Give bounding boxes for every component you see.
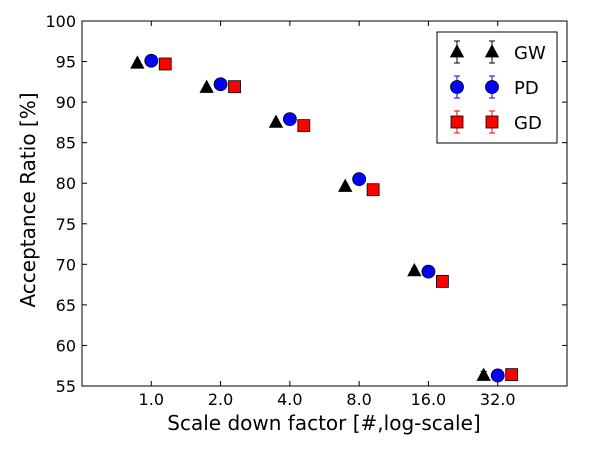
- data-point-gd: [366, 183, 380, 197]
- data-point-gw: [476, 367, 491, 381]
- data-point-gw: [199, 79, 214, 93]
- y-tick-label: 70: [56, 255, 76, 274]
- legend-marker-gd: [485, 115, 499, 129]
- data-point-gw: [130, 55, 145, 69]
- data-point-gw: [338, 178, 353, 192]
- data-point-pd: [282, 112, 297, 127]
- legend-marker-gd: [450, 115, 464, 129]
- series-gw: [130, 55, 491, 381]
- y-tick-label: 80: [56, 174, 76, 193]
- data-point-gd: [228, 80, 241, 94]
- legend-marker-pd: [485, 80, 499, 94]
- x-tick-label: 4.0: [277, 390, 302, 409]
- y-tick-label: 75: [56, 215, 76, 234]
- data-point-gd: [158, 57, 172, 71]
- data-point-gd: [435, 274, 449, 288]
- x-tick-label: 1.0: [139, 390, 164, 409]
- y-tick-label: 55: [56, 377, 76, 396]
- x-tick-label: 32.0: [480, 390, 516, 409]
- x-axis-label: Scale down factor [#,log-scale]: [167, 411, 480, 435]
- data-point-pd: [421, 264, 436, 279]
- data-point-pd: [352, 172, 367, 187]
- legend-marker-gw: [449, 44, 465, 58]
- legend-marker-gw: [484, 44, 500, 58]
- x-tick-label: 8.0: [346, 390, 371, 409]
- y-axis-label: Acceptance Ratio [%]: [16, 92, 40, 307]
- series-pd: [144, 53, 505, 383]
- y-tick-label: 100: [45, 12, 76, 31]
- axes-frame: [81, 20, 568, 387]
- data-points: [130, 53, 519, 383]
- x-tick-label: 16.0: [411, 390, 447, 409]
- legend-label-gw: GW: [514, 43, 546, 64]
- y-tick-label: 85: [56, 134, 76, 153]
- data-point-gw: [407, 262, 422, 277]
- y-axis-ticks: 55 60 65 70 75 80 85 90 95 100: [45, 12, 567, 396]
- x-tick-label: 2.0: [208, 390, 233, 409]
- x-axis-ticks: 1.0 2.0 4.0 8.0 16.0 32.0: [139, 21, 516, 409]
- legend-marker-pd: [450, 80, 464, 94]
- data-point-gd: [505, 368, 519, 382]
- legend: GW PD GD: [436, 31, 558, 144]
- data-point-pd: [213, 77, 228, 92]
- y-tick-label: 90: [56, 93, 76, 112]
- data-point-gw: [268, 114, 284, 128]
- y-tick-label: 60: [56, 336, 76, 355]
- data-point-pd: [490, 368, 505, 383]
- y-tick-label: 95: [56, 53, 76, 72]
- legend-label-gd: GD: [514, 113, 542, 134]
- data-point-pd: [144, 53, 159, 68]
- y-tick-label: 65: [56, 296, 76, 315]
- legend-label-pd: PD: [514, 78, 539, 99]
- series-gd: [158, 57, 519, 382]
- plot-border: [81, 20, 568, 387]
- data-point-gd: [297, 119, 311, 133]
